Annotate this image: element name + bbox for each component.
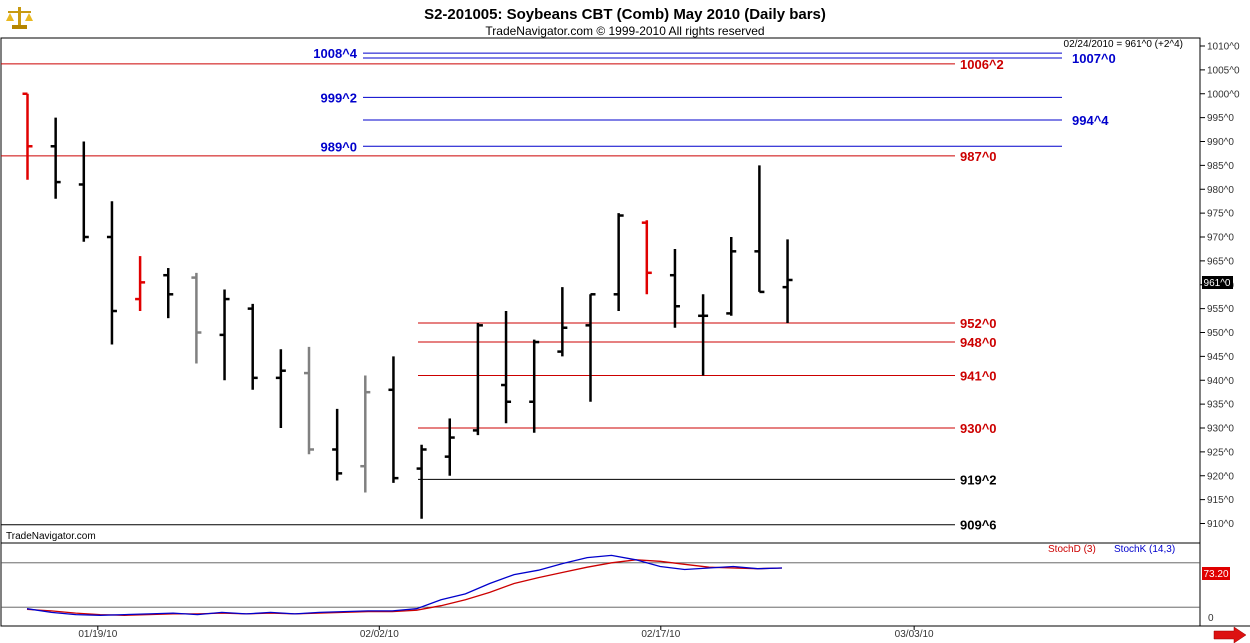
level-lines: 1008^4 1007^0 1006^2 999^2 994^4 989^0 987^0 95…	[1, 46, 1116, 533]
ohlc-bar	[360, 375, 371, 493]
x-tick-label: 03/03/10	[895, 629, 934, 640]
y-tick-label: 1010^0	[1207, 42, 1240, 53]
y-tick-label: 920^0	[1207, 471, 1234, 482]
ohlc-bar	[50, 117, 61, 199]
ohlc-bar	[782, 239, 793, 323]
last-price-label: 961^0	[1204, 278, 1231, 289]
ohlc-bar	[698, 294, 709, 376]
y-tick-label: 975^0	[1207, 209, 1234, 220]
ohlc-bar	[219, 289, 230, 381]
y-tick-label: 910^0	[1207, 519, 1234, 530]
ohlc-bar	[472, 322, 483, 436]
stochastic-panel	[1, 554, 1200, 616]
y-tick-label: 1005^0	[1207, 65, 1240, 76]
y-tick-label: 950^0	[1207, 328, 1234, 339]
x-tick-label: 01/19/10	[78, 629, 117, 640]
stoch-series-line	[26, 559, 783, 616]
y-tick-label: 965^0	[1207, 256, 1234, 267]
level-label: 1006^2	[960, 57, 1004, 72]
time-axis: 01/19/10 02/02/10 02/17/10 03/03/10	[78, 626, 934, 640]
level-label: 1007^0	[1072, 51, 1116, 66]
y-tick-label: 945^0	[1207, 352, 1234, 363]
ohlc-bar	[444, 418, 455, 476]
y-tick-label: 980^0	[1207, 185, 1234, 196]
ohlc-bar	[332, 408, 343, 481]
ohlc-bar	[613, 213, 624, 312]
ohlc-bar	[135, 256, 146, 312]
watermark-text: TradeNavigator.com	[6, 531, 96, 542]
ohlc-bar	[22, 92, 33, 180]
y-tick-label: 930^0	[1207, 424, 1234, 435]
level-label: 1008^4	[313, 46, 358, 61]
x-tick-label: 02/17/10	[641, 629, 680, 640]
level-label: 952^0	[960, 316, 997, 331]
level-label: 948^0	[960, 335, 997, 350]
stoch-last-value: 73.20	[1203, 569, 1228, 580]
level-label: 930^0	[960, 421, 997, 436]
stochd-legend: StochD (3)	[1048, 544, 1096, 555]
y-tick-label: 955^0	[1207, 304, 1234, 315]
ohlc-bar	[754, 165, 765, 294]
price-y-axis: 910^0 915^0 920^0 925^0 930^0 935^0 940^0 945^0…	[1200, 42, 1240, 530]
y-tick-label: 935^0	[1207, 400, 1234, 411]
ohlc-bar	[247, 303, 258, 390]
level-label: 999^2	[320, 90, 357, 105]
y-tick-label: 915^0	[1207, 495, 1234, 506]
y-tick-label: 970^0	[1207, 233, 1234, 244]
price-readout: 02/24/2010 = 961^0 (+2^4)	[1064, 39, 1183, 50]
stoch-tick-0: 0	[1208, 613, 1214, 624]
ohlc-bar	[191, 272, 202, 364]
ohlc-bar	[163, 268, 174, 319]
stoch-value-box	[1202, 567, 1230, 580]
chart-title: S2-201005: Soybeans CBT (Comb) May 2010 …	[424, 6, 826, 23]
level-label: 941^0	[960, 368, 997, 383]
y-tick-label: 990^0	[1207, 137, 1234, 148]
ohlc-bar	[416, 444, 427, 519]
ohlc-bar	[529, 339, 540, 433]
ohlc-bar	[669, 248, 680, 328]
level-label: 919^2	[960, 472, 997, 487]
x-tick-label: 02/02/10	[360, 629, 399, 640]
ohlc-bar	[106, 201, 117, 345]
ohlc-bar	[78, 141, 89, 242]
price-panel-frame	[0, 37, 1201, 544]
ohlc-bar	[304, 346, 314, 455]
y-tick-label: 925^0	[1207, 447, 1234, 458]
last-price-tag: 961^0	[1202, 276, 1233, 289]
y-tick-label: 940^0	[1207, 376, 1234, 387]
level-label: 987^0	[960, 149, 997, 164]
level-label: 994^4	[1072, 113, 1109, 128]
y-tick-label: 995^0	[1207, 113, 1234, 124]
ohlc-bar	[388, 356, 399, 483]
ohlc-bar	[501, 311, 512, 424]
ohlc-bar	[641, 220, 652, 295]
ohlc-bar	[726, 237, 737, 316]
stochk-legend: StochK (14,3)	[1114, 544, 1175, 555]
chart-subtitle: TradeNavigator.com © 1999-2010 All right…	[485, 24, 764, 38]
y-tick-label: 985^0	[1207, 161, 1234, 172]
stoch-series-line	[26, 554, 783, 616]
ohlc-bar	[275, 349, 286, 428]
y-tick-label: 1000^0	[1207, 89, 1240, 100]
right-arrow-icon[interactable]	[1213, 626, 1247, 643]
ohlc-bar	[557, 287, 568, 357]
level-label: 989^0	[320, 139, 357, 154]
level-label: 909^6	[960, 518, 997, 533]
ohlc-bar	[585, 293, 596, 402]
scales-icon[interactable]	[6, 7, 33, 29]
price-bars	[22, 92, 793, 519]
